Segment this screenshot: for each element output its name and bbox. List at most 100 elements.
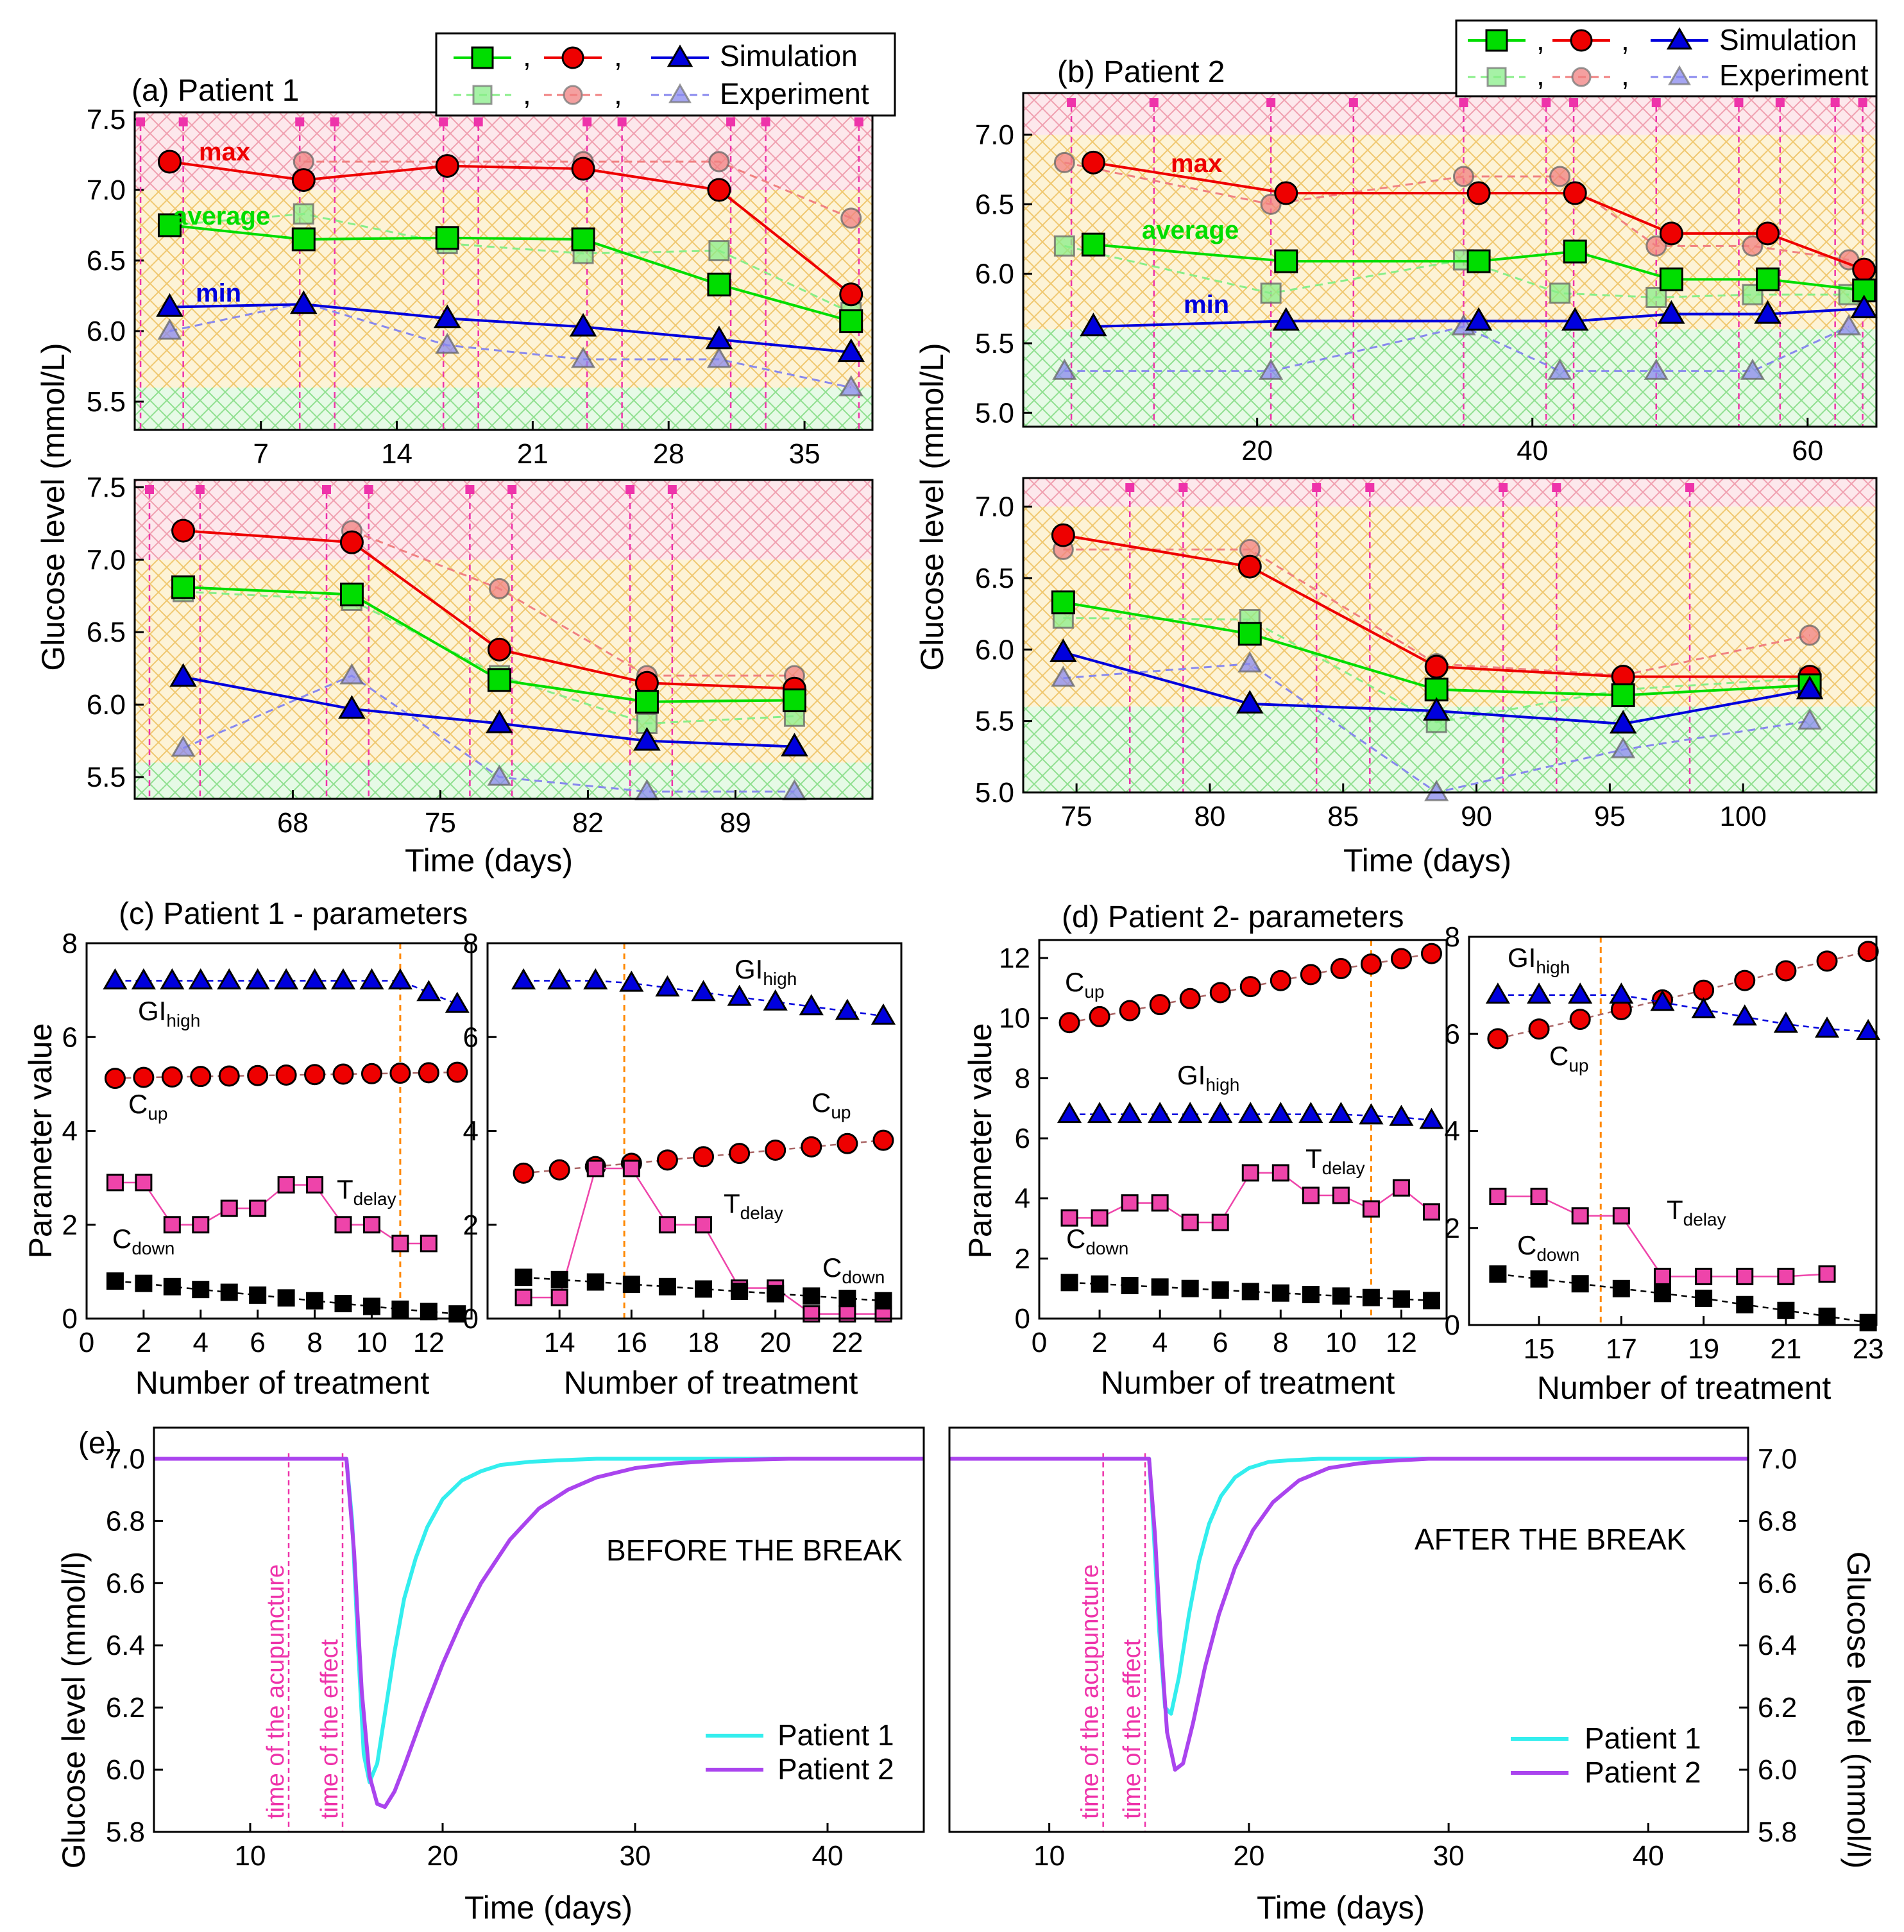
sim-average-point (707, 272, 731, 296)
param-C_down-point (1392, 1290, 1410, 1308)
y-tick-label: 7.0 (975, 492, 1014, 523)
treatment-marker (1858, 98, 1867, 107)
sim-min-point (289, 290, 318, 314)
title-e: (e) (78, 1426, 116, 1460)
treatment-marker (1266, 98, 1276, 107)
d-left-td-label: Tdelay (1305, 1143, 1365, 1178)
xlabel-d-left: Number of treatment (1101, 1365, 1395, 1401)
title-c: (c) Patient 1 - parameters (119, 897, 468, 931)
param-C_down-point (586, 1273, 604, 1291)
param-GI_high-line (523, 980, 884, 1017)
sim-min-point (569, 312, 597, 337)
zone-high (135, 112, 872, 190)
sim-average-point (1756, 267, 1780, 291)
axes-frame (1468, 936, 1878, 1326)
y-tick-label: 2 (1445, 1213, 1460, 1244)
sim-average-line (169, 224, 852, 323)
x-tick-label: 0 (79, 1327, 94, 1358)
zone-normal (1023, 135, 1876, 330)
x-tick-label: 10 (235, 1840, 266, 1872)
exp-min-point (1547, 358, 1572, 380)
treatment-marker (1348, 98, 1358, 107)
x-tick-label: 4 (1152, 1327, 1168, 1358)
param-GI_high-point (1650, 989, 1675, 1011)
param-C_up-point (1390, 948, 1412, 970)
x-tick-label: 12 (1386, 1327, 1417, 1358)
param-C_down-point (334, 1295, 352, 1313)
zone-high (1023, 93, 1876, 135)
legend-exp-average-marker (472, 85, 493, 105)
plot-a_bot: 68 75 82 89 5.5 6.0 6.5 7.0 7.5 (87, 472, 874, 839)
treatment-marker (1734, 98, 1744, 107)
param-C_down-point (1362, 1288, 1380, 1306)
sim-min-point (1422, 697, 1450, 721)
x-tick-label: 23 (1853, 1333, 1884, 1365)
treatment-marker (145, 485, 154, 494)
sim-max-point (707, 178, 731, 202)
y-tick-label: 6.5 (87, 617, 126, 648)
param-C_down-point (391, 1300, 409, 1318)
param-C_up-point (1775, 960, 1797, 982)
param-C_up-point (1569, 1009, 1591, 1030)
treatment-marker (1499, 483, 1508, 492)
treatment-marker (726, 117, 736, 126)
treatment-marker (439, 117, 448, 126)
y-tick-label: 6 (463, 1022, 479, 1053)
sim-average-point (782, 688, 806, 712)
exp-max-point (1452, 166, 1474, 187)
legend-sim-min-marker (667, 44, 693, 67)
param-C_down-point (1422, 1292, 1440, 1310)
exp-min-point (1259, 358, 1284, 380)
x-tick-label: 75 (1061, 801, 1092, 832)
x-tick-label: 0 (1032, 1327, 1047, 1358)
param-T_delay-point (1392, 1179, 1410, 1197)
param-T_delay-point (220, 1199, 238, 1217)
param-T_delay-point (1818, 1265, 1836, 1283)
zone-normal (135, 190, 872, 388)
exp-min-point (1424, 780, 1449, 801)
param-GI_high-point (1419, 1107, 1444, 1129)
param-GI_high-point (763, 989, 788, 1011)
sim-average-point (1563, 239, 1587, 264)
param-GI_high-point (274, 968, 299, 989)
param-T_delay-point (1653, 1267, 1671, 1285)
ylabel-b: Glucose level (mmol/L) (914, 343, 950, 671)
param-GI_high-point (188, 968, 213, 989)
param-T_delay-point (1151, 1194, 1169, 1212)
param-GI_high-point (547, 968, 572, 989)
c-right-cd-label: Cdown (822, 1252, 885, 1287)
param-GI_high-point (1298, 1102, 1323, 1124)
y-tick-label: 6 (1445, 1018, 1460, 1050)
sim-average-point (339, 582, 364, 606)
legends: , , , , Simulation Experiment , , , , Si… (435, 19, 1878, 117)
ylabel-e-left: Glucose level (mmol/l) (56, 1552, 92, 1869)
sim-min-point (1080, 312, 1107, 337)
legend-b: , , , , Simulation Experiment (1455, 19, 1878, 98)
param-C_down-point (1859, 1313, 1877, 1331)
param-C_up-point (1330, 957, 1352, 979)
param-C_down-point (838, 1290, 856, 1308)
param-T_delay-point (1121, 1194, 1139, 1212)
param-C_up-point (1089, 1005, 1110, 1027)
param-T_delay-point (1530, 1188, 1548, 1206)
sim-max-point (839, 282, 863, 307)
param-C_up-point (332, 1063, 354, 1085)
exp-average-point (1053, 235, 1075, 257)
xlabel-c-left: Number of treatment (135, 1365, 430, 1401)
e-right-legend-p2: Patient 2 (1585, 1756, 1701, 1789)
param-C_up-point (656, 1149, 678, 1171)
param-GI_high-point (1268, 1102, 1293, 1124)
y-tick-label: 6.2 (106, 1692, 145, 1723)
param-T_delay-point (277, 1176, 295, 1194)
param-C_down-line (523, 1276, 884, 1302)
legend-b-comma-3: , (1536, 58, 1545, 92)
param-C_down-point (1211, 1281, 1229, 1299)
param-GI_high-point (583, 968, 608, 989)
param-C_up-point (247, 1064, 269, 1086)
legend-a-box (435, 32, 896, 117)
sim-max-point (1466, 181, 1491, 205)
param-T_delay-point (391, 1235, 409, 1252)
sim-max-point (1424, 654, 1449, 679)
treatment-marker (1775, 98, 1785, 107)
param-C_up-point (513, 1162, 534, 1184)
